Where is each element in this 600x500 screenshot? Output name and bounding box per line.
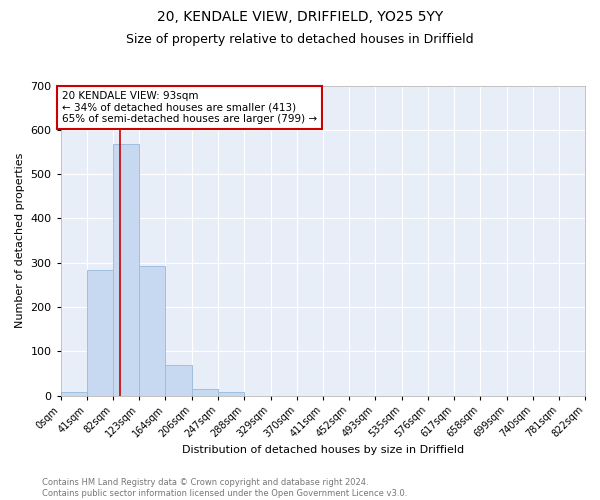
Text: 20 KENDALE VIEW: 93sqm
← 34% of detached houses are smaller (413)
65% of semi-de: 20 KENDALE VIEW: 93sqm ← 34% of detached…	[62, 91, 317, 124]
Text: Size of property relative to detached houses in Driffield: Size of property relative to detached ho…	[126, 32, 474, 46]
Bar	[113, 144, 139, 396]
Bar	[139, 266, 166, 396]
Y-axis label: Number of detached properties: Number of detached properties	[15, 153, 25, 328]
X-axis label: Distribution of detached houses by size in Driffield: Distribution of detached houses by size …	[182, 445, 464, 455]
Text: Contains HM Land Registry data © Crown copyright and database right 2024.
Contai: Contains HM Land Registry data © Crown c…	[42, 478, 407, 498]
Bar	[166, 366, 192, 396]
Bar	[61, 392, 87, 396]
Bar	[192, 390, 218, 396]
Bar	[218, 392, 244, 396]
Text: 20, KENDALE VIEW, DRIFFIELD, YO25 5YY: 20, KENDALE VIEW, DRIFFIELD, YO25 5YY	[157, 10, 443, 24]
Bar	[87, 270, 113, 396]
